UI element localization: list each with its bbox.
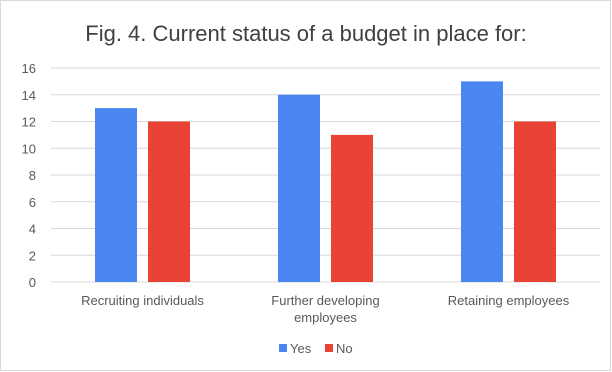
y-tick-label: 2 [29,248,36,263]
y-tick-label: 8 [29,168,36,183]
bar-no-1 [331,134,373,282]
legend: Yes No [279,341,353,356]
bar-yes-2 [461,81,503,282]
bar-yes-1 [278,94,320,282]
y-tick-label: 0 [29,275,36,290]
bar-no-2 [514,121,556,282]
legend-swatch-yes [279,344,287,352]
x-axis-labels: Recruiting individuals Further developing… [81,293,570,325]
x-category-label: employees [294,310,357,325]
gridlines [51,67,600,283]
bars [95,81,556,282]
y-tick-label: 16 [22,61,36,76]
y-tick-label: 6 [29,195,36,210]
x-category-label: Retaining employees [448,293,570,308]
legend-label-no: No [336,341,353,356]
bar-no-0 [148,121,190,282]
y-tick-label: 12 [22,115,36,130]
legend-label-yes: Yes [290,341,312,356]
y-tick-label: 4 [29,222,36,237]
legend-swatch-no [325,344,333,352]
bar-yes-0 [95,108,137,282]
chart-title: Fig. 4. Current status of a budget in pl… [85,21,526,46]
y-axis-ticks: 0 2 4 6 8 10 12 14 16 [22,61,36,290]
x-category-label: Further developing [271,293,379,308]
y-tick-label: 14 [22,88,36,103]
x-category-label: Recruiting individuals [81,293,204,308]
y-tick-label: 10 [22,141,36,156]
